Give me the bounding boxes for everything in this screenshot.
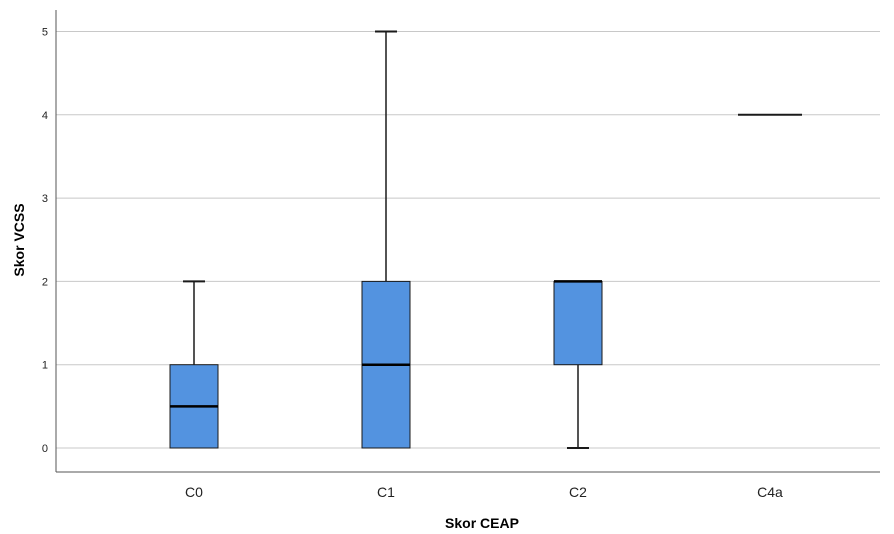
x-tick-label: C4a xyxy=(757,484,783,500)
box-C0 xyxy=(169,280,219,449)
y-axis-title: Skor VCSS xyxy=(11,203,27,276)
box-C1 xyxy=(361,30,411,449)
y-tick-label: 4 xyxy=(42,110,48,122)
y-tick-label: 0 xyxy=(42,443,48,455)
y-tick-labels: 0 1 2 3 4 5 xyxy=(42,27,48,456)
x-tick-label: C2 xyxy=(569,484,587,500)
box-C2 xyxy=(553,280,603,449)
axis-layer xyxy=(55,10,880,473)
iqr-box xyxy=(553,280,603,366)
y-tick-label: 1 xyxy=(42,360,48,372)
y-tick-label: 2 xyxy=(42,276,48,288)
x-tick-labels: C0 C1 C2 C4a xyxy=(185,484,783,500)
x-tick-label: C1 xyxy=(377,484,395,500)
x-tick-label: C0 xyxy=(185,484,203,500)
x-axis-title: Skor CEAP xyxy=(445,515,519,531)
y-tick-label: 5 xyxy=(42,27,48,39)
y-tick-label: 3 xyxy=(42,193,48,205)
box-layer xyxy=(169,30,802,449)
